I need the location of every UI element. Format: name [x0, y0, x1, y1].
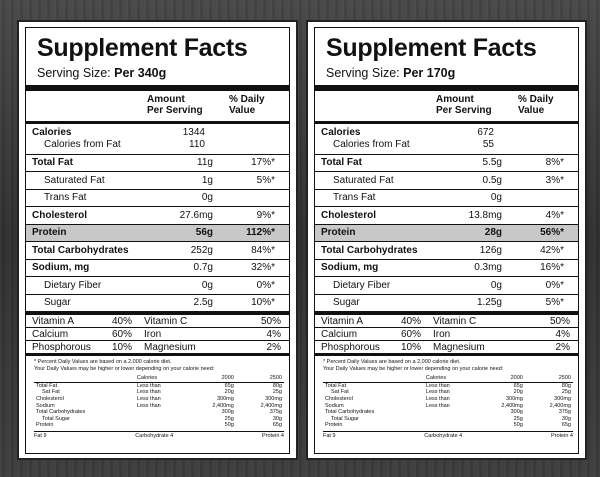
daily-value-reference-table: Calories 2000 2500 Total Fat Less than 65g 80… — [34, 375, 284, 429]
daily-value-footnote: * Percent Daily Values are based on a 2,… — [315, 354, 578, 453]
calories-per-gram: Fat 9 Carbohydrate 4 Protein 4 — [323, 431, 573, 440]
vitamin-row: Vitamin A 40% Vitamin C 50% — [315, 315, 578, 328]
serving-size: Serving Size: Per 170g — [315, 63, 578, 91]
column-header: Amount Per Serving % Daily Value — [315, 91, 578, 124]
nutrient-row-trans-fat: Trans Fat 0g — [26, 190, 289, 207]
nutrient-row-protein: Protein 28g 56%* — [315, 224, 578, 242]
nutrient-row-sugar: Sugar 2.5g 10%* — [26, 295, 289, 312]
vitamin-row: Phosphorous 10% Magnesium 2% — [26, 341, 289, 354]
serving-size: Serving Size: Per 340g — [26, 63, 289, 91]
vitamin-row: Phosphorous 10% Magnesium 2% — [315, 341, 578, 354]
calories-block: Calories 1344 Calories from Fat 110 — [26, 124, 289, 155]
supplement-facts-panel-170g: Supplement Facts Serving Size: Per 170g … — [306, 20, 587, 460]
vitamin-row: Calcium 60% Iron 4% — [315, 328, 578, 341]
daily-value-footnote: * Percent Daily Values are based on a 2,… — [26, 354, 289, 453]
supplement-facts-panel-340g: Supplement Facts Serving Size: Per 340g … — [17, 20, 298, 460]
nutrient-row-total-fat: Total Fat 11g 17%* — [26, 155, 289, 172]
nutrient-row-protein: Protein 56g 112%* — [26, 224, 289, 242]
column-header: Amount Per Serving % Daily Value — [26, 91, 289, 124]
calories-block: Calories 672 Calories from Fat 55 — [315, 124, 578, 155]
nutrient-row-sugar: Sugar 1.25g 5%* — [315, 295, 578, 312]
vitamin-row: Calcium 60% Iron 4% — [26, 328, 289, 341]
nutrient-row-total-carbohydrates: Total Carbohydrates 126g 42%* — [315, 242, 578, 260]
vitamin-row: Vitamin A 40% Vitamin C 50% — [26, 315, 289, 328]
panel-title: Supplement Facts — [326, 34, 537, 62]
nutrient-row-trans-fat: Trans Fat 0g — [315, 190, 578, 207]
nutrient-row-sodium: Sodium, mg 0.3mg 16%* — [315, 260, 578, 277]
nutrient-row-dietary-fiber: Dietary Fiber 0g 0%* — [315, 277, 578, 295]
nutrient-row-cholesterol: Cholesterol 13.8mg 4%* — [315, 207, 578, 225]
vitamins-section: Vitamin A 40% Vitamin C 50% Calcium 60% Iron 4… — [26, 312, 289, 354]
nutrient-row-saturated-fat: Saturated Fat 0.5g 3%* — [315, 172, 578, 190]
nutrient-row-saturated-fat: Saturated Fat 1g 5%* — [26, 172, 289, 190]
daily-value-reference-table: Calories 2000 2500 Total Fat Less than 65g 80… — [323, 375, 573, 429]
calories-per-gram: Fat 9 Carbohydrate 4 Protein 4 — [34, 431, 284, 440]
nutrient-row-cholesterol: Cholesterol 27.6mg 9%* — [26, 207, 289, 225]
panel-title: Supplement Facts — [37, 34, 248, 62]
vitamins-section: Vitamin A 40% Vitamin C 50% Calcium 60% Iron 4… — [315, 312, 578, 354]
nutrient-row-total-carbohydrates: Total Carbohydrates 252g 84%* — [26, 242, 289, 260]
nutrient-row-dietary-fiber: Dietary Fiber 0g 0%* — [26, 277, 289, 295]
nutrient-row-sodium: Sodium, mg 0.7g 32%* — [26, 260, 289, 277]
nutrient-row-total-fat: Total Fat 5.5g 8%* — [315, 155, 578, 172]
